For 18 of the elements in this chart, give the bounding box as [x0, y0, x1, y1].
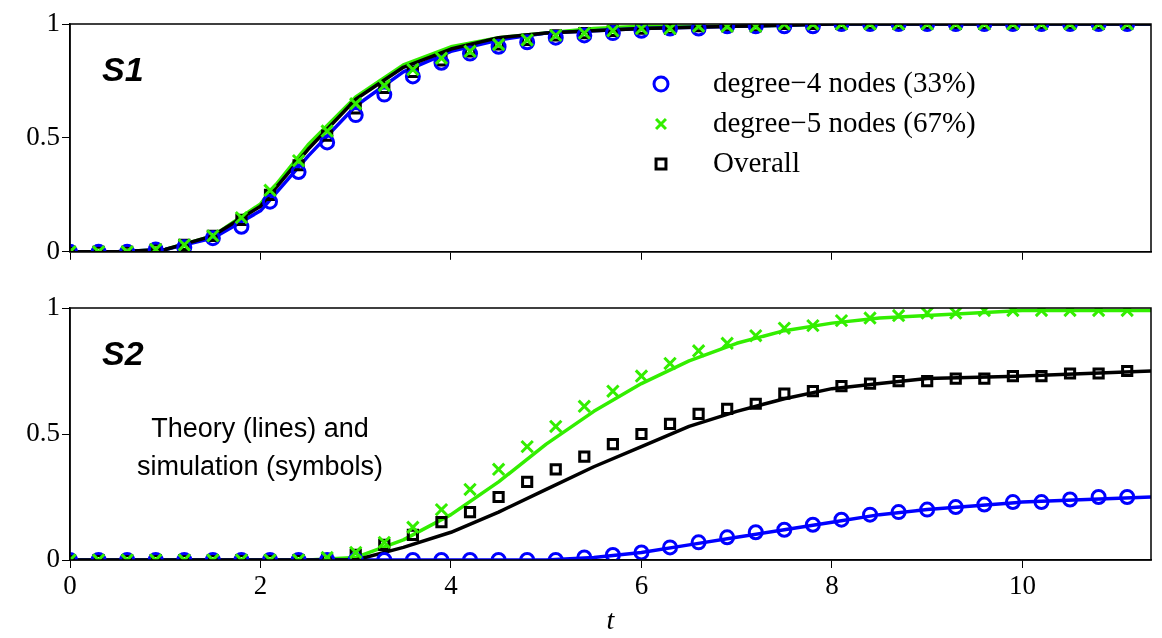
annotation: Theory (lines) and simulation (symbols): [136, 413, 384, 482]
y-tick-label: 1: [46, 7, 60, 38]
text: S1: [102, 50, 144, 89]
y-tick-label: 0.5: [26, 120, 60, 151]
y-tick-label: 0.5: [26, 417, 60, 448]
x-axis-title: t: [606, 603, 616, 635]
x-tick-label: 4: [444, 570, 459, 601]
x-tick-label: 6: [634, 570, 649, 601]
y-tick-label: 1: [46, 291, 60, 322]
y-tick-label: 0: [46, 234, 60, 265]
x-tick-label: 8: [825, 570, 839, 601]
y-tick-label: 0: [46, 543, 60, 574]
legend-label: Overall: [713, 145, 800, 178]
x-tick-label: 2: [253, 570, 268, 601]
text: S2: [102, 334, 144, 373]
legend-label: degree−4 nodes (33%): [713, 65, 976, 99]
x-tick-label: 10: [1008, 570, 1036, 601]
legend-label: degree−5 nodes (67%): [713, 105, 976, 139]
